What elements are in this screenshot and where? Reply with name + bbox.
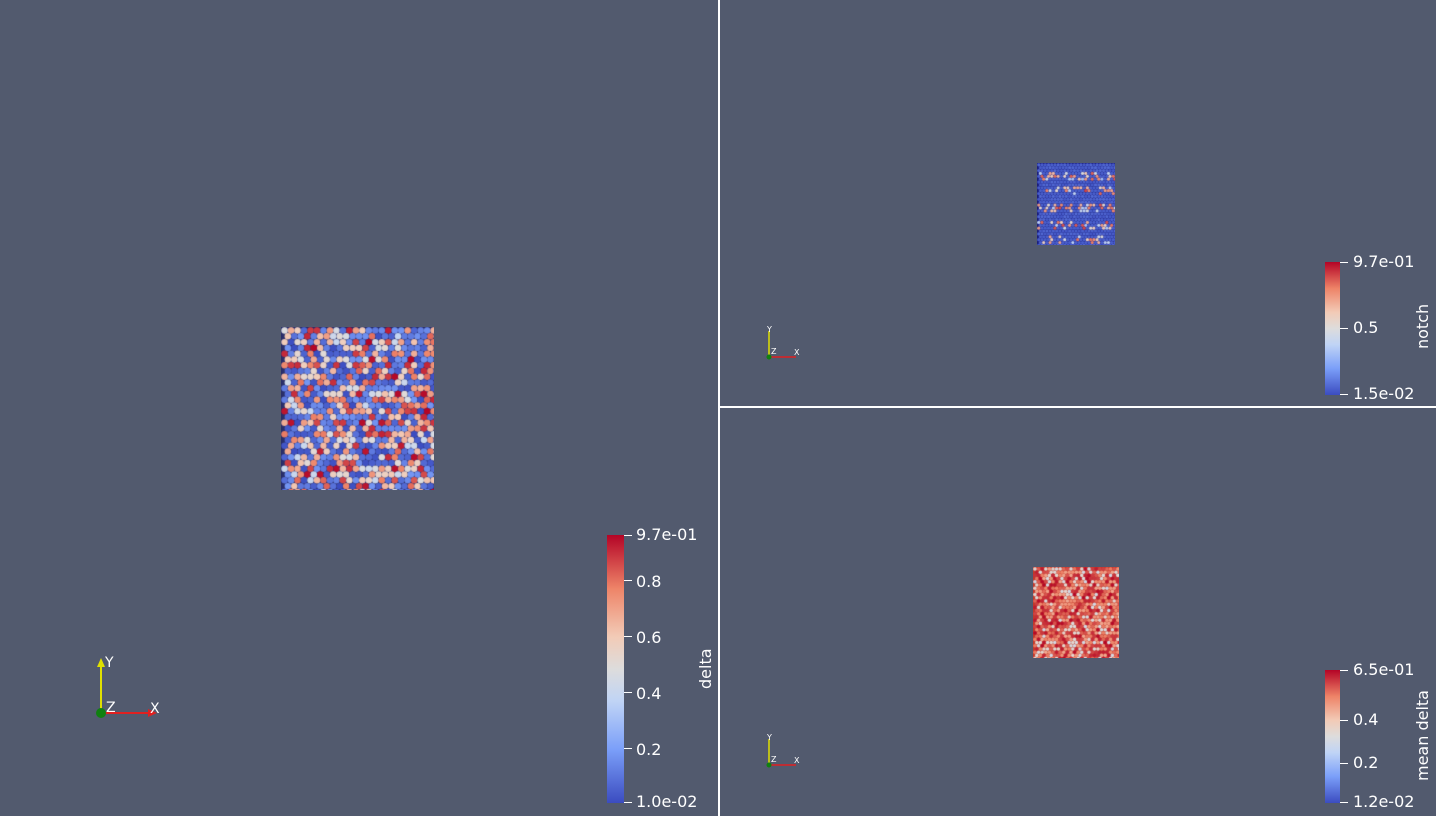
axis-label-y: Y: [767, 733, 772, 742]
axis-label-y: Y: [105, 655, 114, 671]
axis-label-x: X: [794, 756, 800, 765]
view-separator-horizontal[interactable]: [720, 406, 1436, 408]
colorbar-tick-label: 0.2: [1353, 753, 1379, 772]
colorbar-tick-label: 0.2: [636, 740, 662, 759]
axis-label-z: Z: [771, 755, 777, 764]
colorbar-tick-label: 9.7e-01: [636, 525, 698, 544]
render-view-left[interactable]: 9.7e-01 0.8 0.6 0.4 0.2 1.0e-02 delta Y …: [0, 0, 718, 816]
orientation-axes: Y Z X: [764, 734, 804, 770]
mesh-delta: [281, 327, 434, 490]
mesh-mean-delta: [1033, 567, 1119, 658]
orientation-axes-icon: [766, 331, 796, 360]
colorbar-tick-label: 9.7e-01: [1353, 252, 1415, 271]
axis-label-z: Z: [771, 347, 777, 356]
colorbar-tick-label: 0.6: [636, 628, 662, 647]
mesh-notch: [1037, 163, 1115, 245]
colorbar-tick-label: 1.5e-02: [1353, 384, 1415, 403]
render-view-bottom-right[interactable]: 6.5e-01 0.4 0.2 1.2e-02 mean delta Y Z X: [720, 408, 1436, 816]
view-separator-vertical[interactable]: [718, 0, 720, 816]
colorbar-tick-label: 1.2e-02: [1353, 792, 1415, 811]
colorbar-title: delta: [696, 648, 715, 689]
colorbar-title: notch: [1413, 303, 1432, 349]
colorbar-tick-label: 0.4: [636, 684, 662, 703]
colorbar-tick-label: 0.8: [636, 572, 662, 591]
colorbar-notch: [1325, 262, 1340, 395]
orientation-axes-icon: [766, 739, 796, 768]
orientation-axes: Y Z X: [764, 326, 804, 362]
colorbar-mean-delta: [1325, 670, 1340, 803]
orientation-axes-icon: [96, 658, 157, 718]
colorbar-tick-label: 1.0e-02: [636, 792, 698, 811]
axis-label-x: X: [150, 701, 160, 717]
colorbar-tick-label: 0.5: [1353, 318, 1379, 337]
axis-label-y: Y: [767, 325, 772, 334]
axis-label-x: X: [794, 348, 800, 357]
axis-label-z: Z: [106, 700, 116, 716]
colorbar-tick-label: 6.5e-01: [1353, 660, 1415, 679]
colorbar-tick-label: 0.4: [1353, 710, 1379, 729]
render-view-top-right[interactable]: 9.7e-01 0.5 1.5e-02 notch Y Z X: [720, 0, 1436, 406]
colorbar-delta: [607, 535, 624, 803]
orientation-axes: Y Z X: [90, 655, 170, 725]
colorbar-title: mean delta: [1413, 690, 1432, 781]
